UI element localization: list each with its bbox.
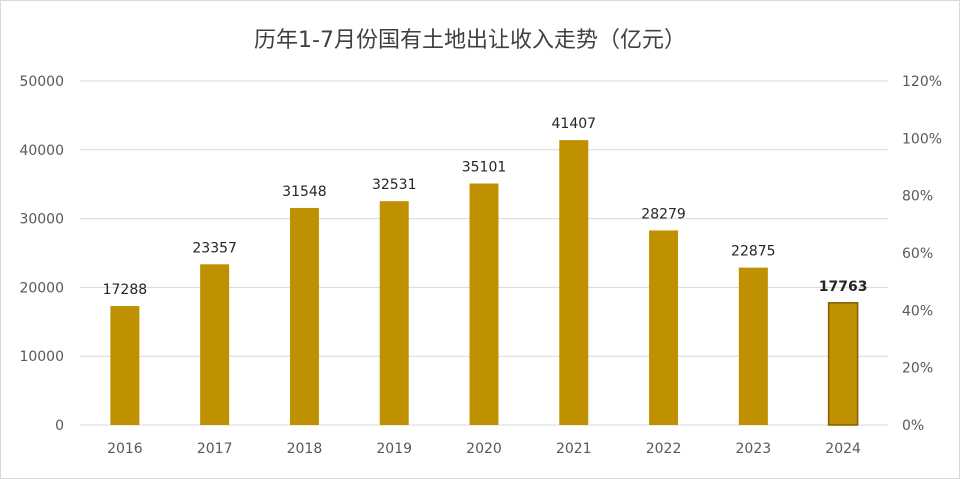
y2-tick-label: 40%	[902, 303, 933, 319]
bar-2019	[379, 201, 409, 425]
y2-tick-label: 120%	[902, 74, 942, 90]
y-axis: 0 10000 20000 30000 40000 50000	[19, 74, 64, 434]
x-tick-label: 2018	[287, 441, 323, 457]
data-label: 23357	[192, 240, 237, 256]
data-labels: 17288 23357 31548 32531 35101 41407 28279 22875…	[103, 116, 868, 298]
data-label: 17763	[819, 279, 868, 295]
y-tick-label: 10000	[19, 349, 64, 365]
bar-2024	[827, 302, 859, 426]
y-tick-label: 40000	[19, 143, 64, 159]
x-tick-label: 2019	[376, 441, 412, 457]
data-label: 17288	[103, 282, 148, 298]
bar-2022	[649, 230, 679, 425]
x-tick-label: 2023	[736, 441, 772, 457]
y2-tick-label: 0%	[902, 418, 924, 434]
data-label: 35101	[462, 160, 507, 176]
y-tick-label: 30000	[19, 212, 64, 228]
y-tick-label: 50000	[19, 74, 64, 90]
bar-2017	[200, 264, 230, 425]
data-label: 28279	[641, 206, 686, 222]
bars	[110, 140, 859, 426]
data-label: 31548	[282, 184, 327, 200]
chart-title: 历年1-7月份国有土地出让收入走势（亿元）	[254, 28, 686, 53]
y-tick-label: 20000	[19, 280, 64, 296]
data-label: 22875	[731, 244, 776, 260]
x-tick-label: 2017	[197, 441, 233, 457]
y-tick-label: 0	[55, 418, 64, 434]
y2-tick-label: 20%	[902, 361, 933, 377]
secondary-y-axis: 0% 20% 40% 60% 80% 100% 120%	[902, 74, 942, 434]
bar-2018	[289, 207, 319, 425]
x-tick-label: 2016	[107, 441, 143, 457]
x-tick-label: 2022	[646, 441, 682, 457]
x-tick-label: 2024	[825, 441, 861, 457]
data-label: 32531	[372, 177, 417, 193]
data-label: 41407	[552, 116, 597, 132]
x-axis: 2016 2017 2018 2019 2020 2021 2022 2023 2024	[107, 441, 861, 457]
x-tick-label: 2020	[466, 441, 502, 457]
y2-tick-label: 60%	[902, 246, 933, 262]
bar-2020	[469, 183, 499, 425]
bar-2021	[559, 140, 589, 425]
y2-tick-label: 80%	[902, 189, 933, 205]
y2-tick-label: 100%	[902, 131, 942, 147]
bar-2023	[738, 267, 768, 425]
x-tick-label: 2021	[556, 441, 592, 457]
bar-2016	[110, 306, 140, 425]
